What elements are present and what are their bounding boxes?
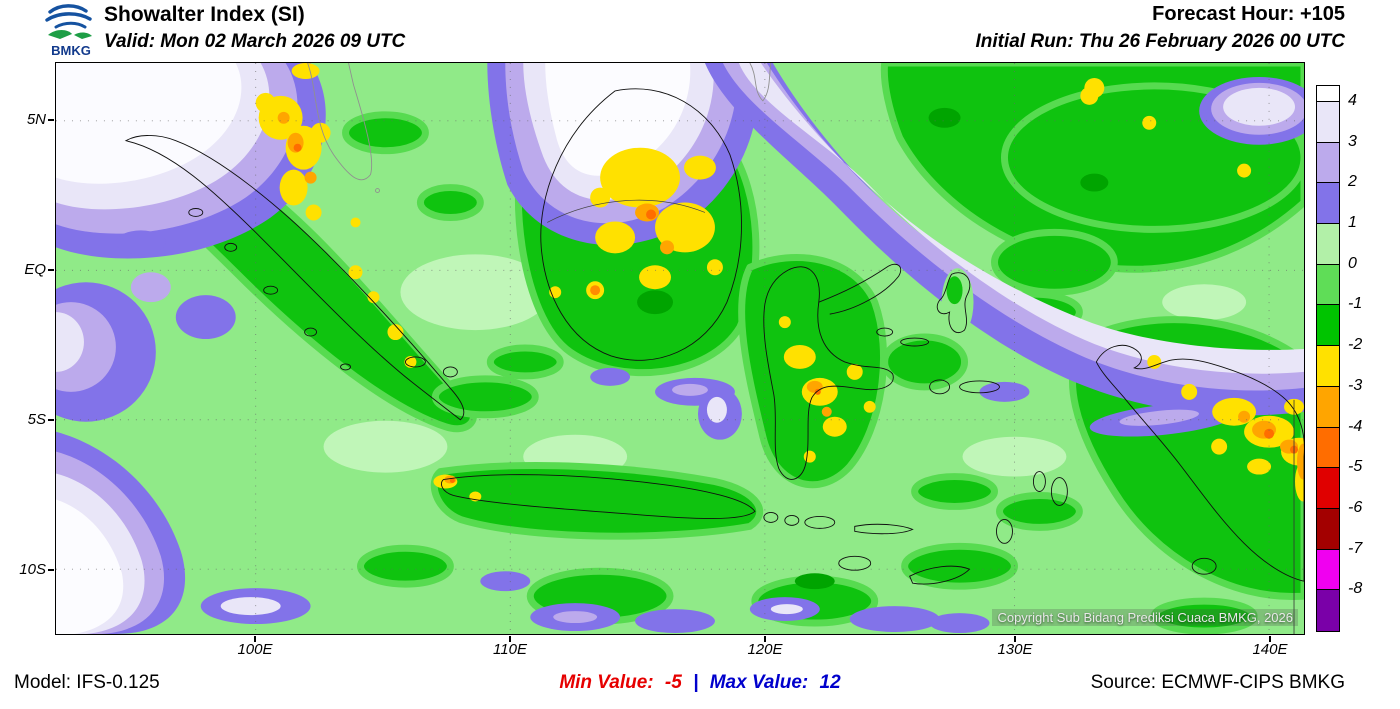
lat-label-eq: EQ [24, 261, 46, 278]
legend-color-swatch [1317, 427, 1339, 469]
lat-tick [48, 119, 54, 121]
color-scale: 4 3 2 1 0 -1 -2 -3 -4 -5 -6 -7 -8 [1316, 85, 1396, 645]
lon-label-140e: 140E [1252, 641, 1288, 658]
legend-color-swatch [1317, 468, 1339, 509]
model-info: Model: IFS-0.125 [14, 672, 160, 693]
lon-tick [254, 636, 256, 642]
legend-tick-label: -2 [1348, 336, 1363, 354]
halmahera-green [941, 268, 974, 337]
lat-tick [48, 419, 54, 421]
bmkg-logo-graphic: BMKG [45, 4, 92, 58]
legend-tick-label: -7 [1348, 539, 1363, 557]
bmkg-logo-text: BMKG [51, 43, 91, 58]
lat-tick [48, 269, 54, 271]
legend-color-swatch [1317, 305, 1339, 347]
forecast-hour: Forecast Hour: +105 [1152, 3, 1345, 25]
legend-color-swatch [1317, 224, 1339, 265]
page-title: Showalter Index (SI) [104, 3, 305, 26]
initial-run: Initial Run: Thu 26 February 2026 00 UTC [975, 31, 1345, 52]
bmkg-logo: BMKG [44, 2, 98, 60]
lon-tick [1014, 636, 1016, 642]
legend-labels: 4 3 2 1 0 -1 -2 -3 -4 -5 -6 -7 -8 [1348, 85, 1394, 630]
legend-tick-label: -5 [1348, 458, 1363, 476]
legend-tick-label: -1 [1348, 295, 1363, 313]
min-value: -5 [664, 672, 682, 693]
legend-tick-label: 4 [1348, 92, 1357, 109]
legend-color-swatch [1317, 549, 1339, 591]
lon-tick [764, 636, 766, 642]
copyright-text: Copyright Sub Bidang Prediksi Cuaca BMKG… [992, 609, 1298, 626]
legend-tick-label: 3 [1348, 132, 1357, 150]
legend-color-swatch [1317, 86, 1339, 102]
legend-color-swatch [1317, 142, 1339, 184]
legend-tick-label: -4 [1348, 417, 1363, 435]
violet-sea-patches [115, 230, 1239, 634]
legend-color-swatch [1317, 183, 1339, 225]
legend-color-swatch [1317, 346, 1339, 387]
max-value: 12 [819, 672, 841, 693]
legend-color-swatch [1317, 590, 1339, 631]
legend-color-swatch [1317, 102, 1339, 143]
lon-label-130e: 130E [997, 641, 1033, 658]
legend-tick-label: -3 [1348, 376, 1363, 394]
legend-tick-label: 1 [1348, 214, 1357, 232]
legend-bar [1316, 85, 1340, 632]
orange-cores [277, 111, 1304, 484]
unstable-yellow-zones [255, 63, 1304, 502]
lon-tick [1269, 636, 1271, 642]
legend-tick-label: 0 [1348, 254, 1357, 272]
stable-lavender-zones [56, 63, 1304, 634]
lat-label-5n: 5N [26, 111, 46, 128]
lat-tick [48, 569, 54, 571]
gridlines [56, 63, 1304, 634]
legend-color-swatch [1317, 508, 1339, 550]
lon-tick [509, 636, 511, 642]
lat-label-10s: 10S [19, 561, 46, 578]
legend-color-swatch [1317, 386, 1339, 428]
legend-color-swatch [1317, 264, 1339, 306]
legend-tick-label: 2 [1348, 173, 1357, 191]
legend-tick-label: -8 [1348, 580, 1363, 598]
valid-datetime: Valid: Mon 02 March 2026 09 UTC [104, 31, 406, 52]
si-contour-map [56, 63, 1304, 634]
coastlines [124, 63, 1304, 634]
max-value-label: Max Value: [709, 672, 809, 693]
map-area: Copyright Sub Bidang Prediksi Cuaca BMKG… [55, 62, 1305, 635]
source-info: Source: ECMWF-CIPS BMKG [1090, 672, 1345, 693]
minmax-separator: | [693, 672, 699, 693]
min-value-label: Min Value: [559, 672, 654, 693]
lon-label-110e: 110E [493, 641, 527, 658]
minmax-info: Min Value: -5 | Max Value: 12 [556, 672, 843, 694]
lon-label-120e: 120E [747, 641, 783, 658]
lat-label-5s: 5S [27, 411, 46, 428]
legend-tick-label: -6 [1348, 498, 1363, 516]
lon-label-100e: 100E [237, 641, 273, 658]
